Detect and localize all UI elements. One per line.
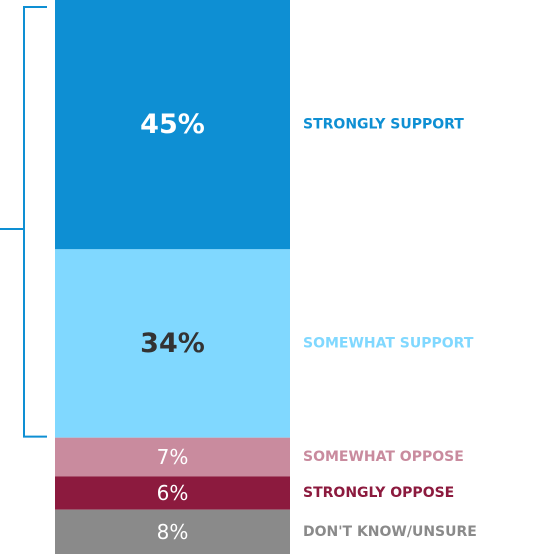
category-labels: STRONGLY SUPPORT SOMEWHAT SUPPORT SOMEWHAT…: [303, 117, 477, 540]
category-label-strongly-oppose: STRONGLY OPPOSE: [303, 485, 454, 501]
bar-segment-somewhat-support: [55, 249, 290, 438]
bar-segment-don-t-know-unsure: [55, 509, 290, 554]
value-label-somewhat-oppose: 7%: [157, 445, 189, 469]
bar-segment-strongly-support: [55, 0, 290, 250]
value-label-strongly-support: 45%: [140, 109, 205, 140]
category-label-somewhat-oppose: SOMEWHAT OPPOSE: [303, 449, 464, 465]
value-label-strongly-oppose: 6%: [157, 481, 189, 505]
category-label-don-t-know-unsure: DON'T KNOW/UNSURE: [303, 524, 477, 540]
value-label-don-t-know-unsure: 8%: [157, 520, 189, 544]
value-labels: 45% 34% 7% 6% 8%: [140, 109, 205, 544]
bar-segment-strongly-oppose: [55, 476, 290, 510]
support-bracket-line: [0, 6, 47, 438]
category-label-strongly-support: STRONGLY SUPPORT: [303, 117, 464, 133]
stacked-bar: [55, 0, 290, 554]
value-label-somewhat-support: 34%: [140, 328, 205, 359]
bar-segment-somewhat-oppose: [55, 437, 290, 477]
support-bracket: [0, 6, 47, 438]
category-label-somewhat-support: SOMEWHAT SUPPORT: [303, 335, 474, 351]
